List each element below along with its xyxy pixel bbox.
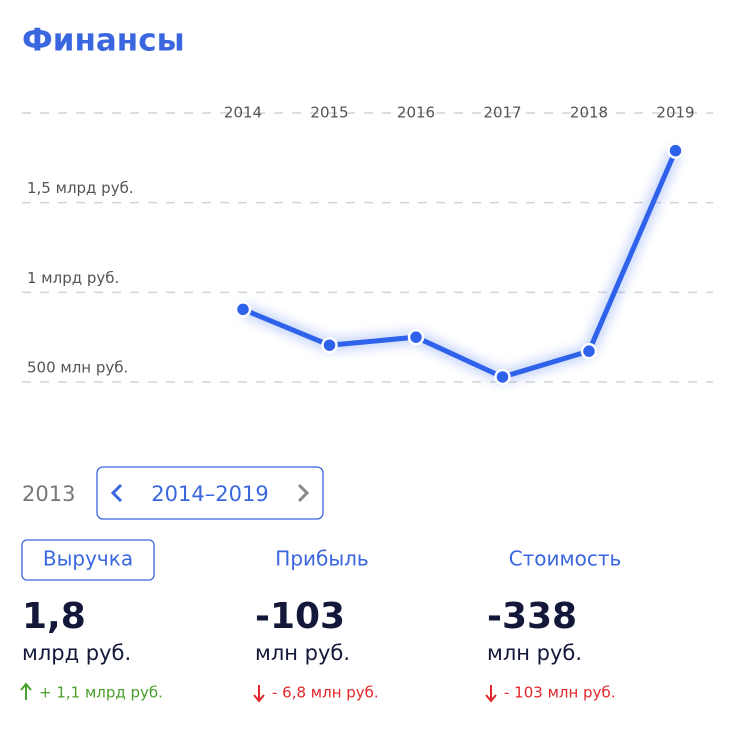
x-tick-label: 2019: [656, 104, 694, 122]
change-arrow: [253, 685, 265, 703]
tab[interactable]: Выручка: [43, 547, 133, 571]
metric-change: + 1,1 млрд руб.: [39, 684, 163, 702]
x-tick-label: 2014: [224, 104, 262, 122]
metric-unit: млн руб.: [255, 641, 350, 665]
point: [580, 342, 598, 360]
y-tick-label: 1 млрд руб.: [27, 269, 119, 287]
metric-change: - 6,8 млн руб.: [272, 684, 379, 702]
metric-unit: млрд руб.: [22, 641, 131, 665]
line: [242, 149, 678, 380]
active-tab: [21, 539, 155, 581]
x-tick-label: 2015: [310, 104, 348, 122]
tab[interactable]: Стоимость: [509, 547, 622, 571]
change-arrow: [20, 682, 32, 700]
metric-value: -103: [255, 596, 345, 637]
point: [321, 336, 338, 354]
title: Финансы: [22, 23, 185, 59]
metric-unit: млн руб.: [487, 641, 582, 665]
line-glow: [241, 148, 681, 383]
point: [234, 301, 252, 318]
y-tick-label: 500 млн руб.: [27, 359, 128, 377]
x-tick-label: 2017: [483, 104, 521, 122]
x-tick-label: 2018: [570, 104, 608, 122]
point: [407, 328, 425, 346]
y-tick-label: 1,5 млрд руб.: [27, 179, 134, 197]
previous-period[interactable]: 2013: [22, 482, 75, 506]
metrics: Выручка 1,8 млрд руб. + 1,1 млрд руб. Прибыл…: [20, 547, 622, 703]
point: [494, 368, 511, 386]
current-period: 2014–2019: [151, 482, 268, 506]
prev-arrow[interactable]: [110, 483, 123, 503]
metric-change: - 103 млн руб.: [504, 684, 615, 702]
chart: 500 млн руб. 1 млрд руб. 1,5 млрд руб. 2014…: [22, 104, 713, 386]
point: [667, 142, 684, 159]
change-arrow: [485, 685, 497, 703]
metric-value: 1,8: [22, 596, 86, 637]
x-tick-label: 2016: [397, 104, 435, 122]
metric-value: -338: [487, 596, 577, 637]
next-arrow[interactable]: [297, 483, 310, 503]
tab[interactable]: Прибыль: [275, 547, 368, 571]
period-selector: [96, 466, 324, 520]
